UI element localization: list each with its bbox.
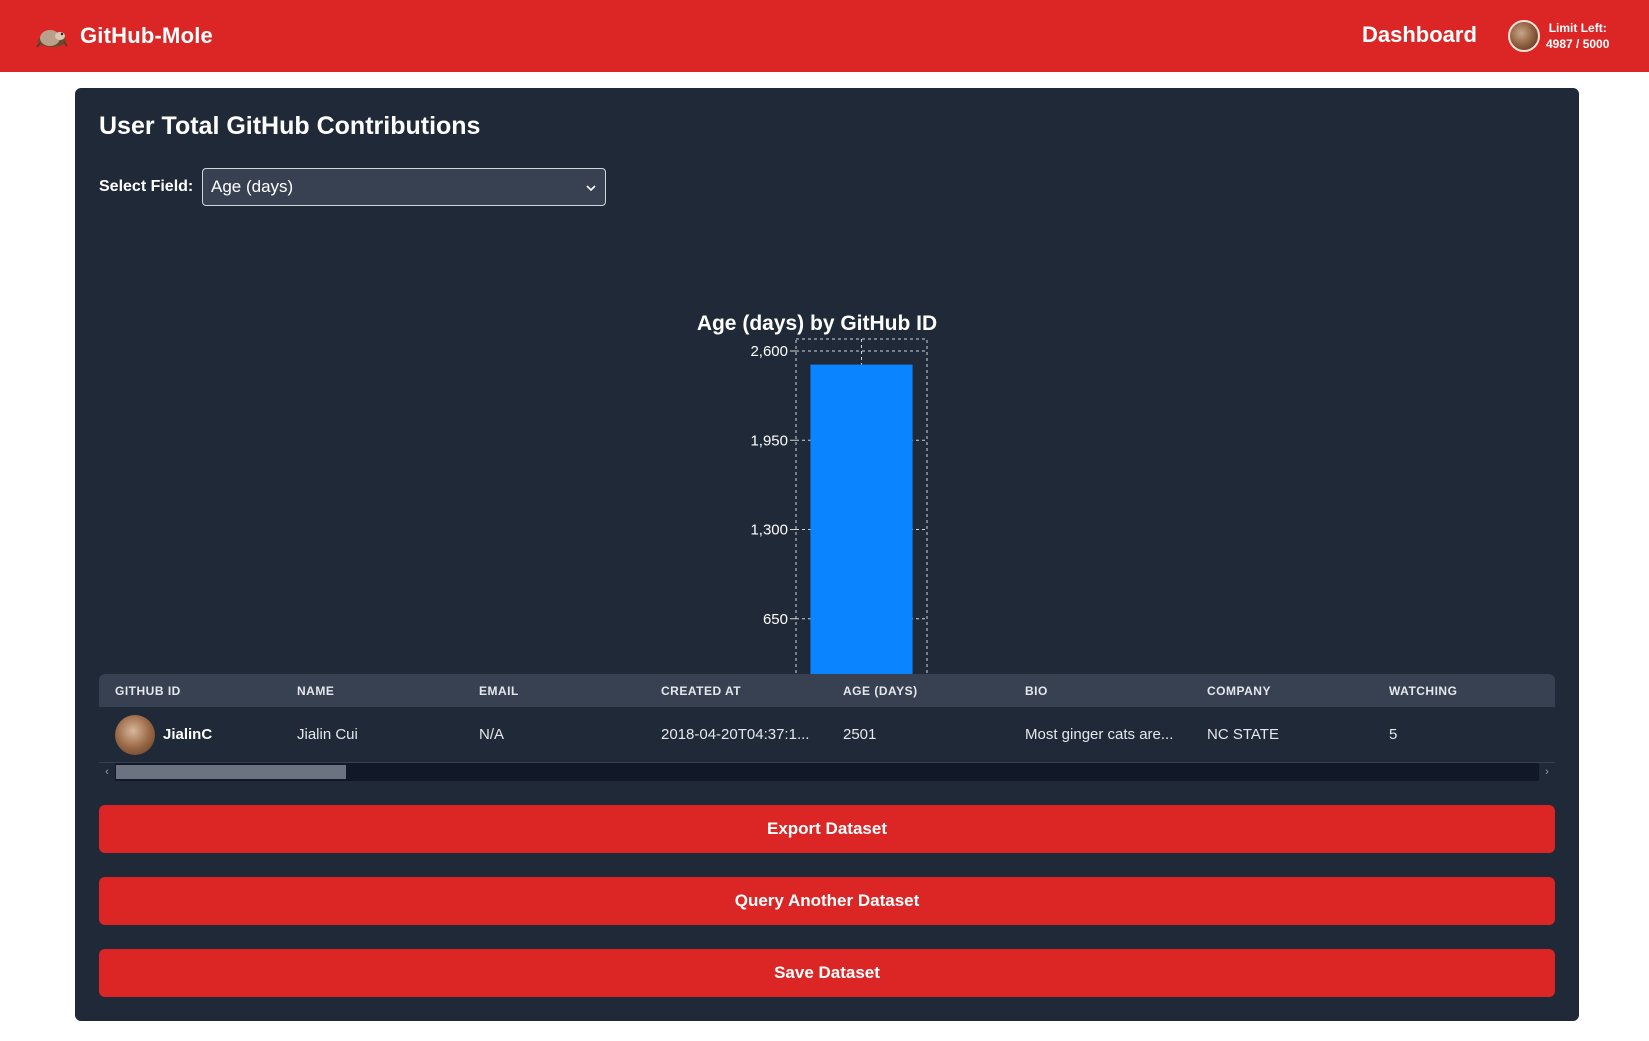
column-header: NAME [297,683,335,698]
table-row[interactable]: JialinC Jialin Cui N/A 2018-04-20T04:37:… [99,707,1555,763]
cell-company: NC STATE [1207,726,1279,743]
y-tick-label: 1,950 [750,432,788,449]
scroll-thumb[interactable] [116,765,346,779]
panel-title: User Total GitHub Contributions [99,112,481,140]
column-header: GITHUB ID [115,683,181,698]
cell-watching: 5 [1389,726,1398,743]
contributions-panel: User Total GitHub Contributions Select F… [75,88,1579,1021]
nav-dashboard-link[interactable]: Dashboard [1362,22,1477,47]
limit-value: 4987 / 5000 [1546,37,1610,51]
column-header: BIO [1025,683,1048,698]
user-avatar[interactable] [1508,20,1540,52]
cell-created-at: 2018-04-20T04:37:1... [661,726,810,743]
y-tick-label: 2,600 [750,343,788,360]
y-tick-label: 1,300 [750,522,788,539]
bar-chart: Age (days) by GitHub ID06501,3001,9502,6… [697,312,937,732]
cell-bio: Most ginger cats are... [1025,726,1174,743]
field-select[interactable]: Age (days) [202,168,606,206]
chart-title: Age (days) by GitHub ID [697,312,937,335]
rate-limit-indicator: Limit Left: 4987 / 5000 [1546,20,1609,52]
bar [810,364,913,708]
save-dataset-button[interactable]: Save Dataset [99,949,1555,997]
cell-age: 2501 [843,726,877,743]
column-header: CREATED AT [661,683,742,698]
column-header: WATCHING [1389,683,1458,698]
horizontal-scrollbar[interactable]: ‹ › [99,763,1555,781]
brand[interactable]: GitHub-Mole [34,18,213,54]
chevron-down-icon [585,177,597,197]
cell-email: N/A [479,726,505,743]
cell-name: Jialin Cui [297,726,358,743]
export-dataset-button[interactable]: Export Dataset [99,805,1555,853]
scroll-right-icon[interactable]: › [1539,763,1555,781]
cell-github-id: JialinC [99,714,281,755]
top-navbar: GitHub-Mole Dashboard Limit Left: 4987 /… [0,0,1649,72]
y-tick-label: 650 [763,611,788,628]
avatar [115,714,155,755]
mole-logo-icon [34,18,70,54]
brand-name: GitHub-Mole [80,23,213,48]
field-select-value: Age (days) [211,177,294,196]
query-another-dataset-button[interactable]: Query Another Dataset [99,877,1555,925]
chart-area: Age (days) by GitHub ID06501,3001,9502,6… [99,220,1555,740]
limit-label: Limit Left: [1548,21,1607,35]
select-field-label: Select Field: [99,178,194,195]
column-header: EMAIL [479,683,519,698]
scroll-left-icon[interactable]: ‹ [99,763,115,781]
table-header: GITHUB ID NAME EMAIL CREATED AT AGE (DAYS) BI… [99,674,1555,707]
column-header: COMPANY [1207,683,1271,698]
github-login[interactable]: JialinC [163,726,213,743]
column-header: AGE (DAYS) [843,683,918,698]
users-table: GITHUB ID NAME EMAIL CREATED AT AGE (DAYS) BI… [99,674,1555,781]
